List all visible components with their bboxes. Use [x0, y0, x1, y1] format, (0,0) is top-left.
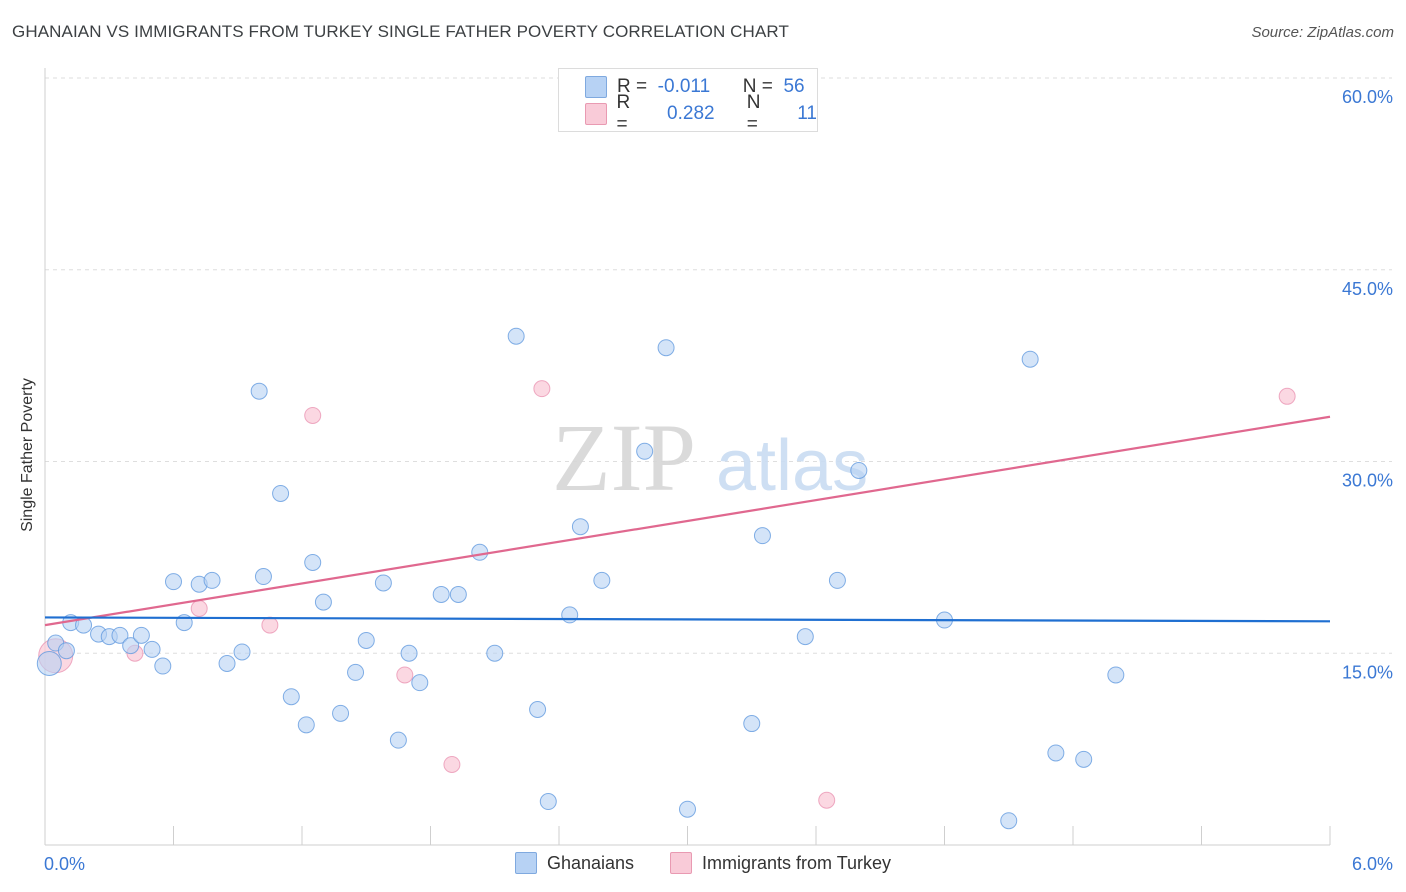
- legend-item-ghanaians[interactable]: Ghanaians: [514, 852, 635, 874]
- y-tick-label: 15.0%: [1342, 662, 1393, 682]
- source-label: Source: ZipAtlas.com: [1251, 24, 1394, 41]
- data-point-ghanaian: [1047, 744, 1065, 762]
- y-axis-label: Single Father Poverty: [19, 378, 36, 532]
- data-point-ghanaian: [636, 442, 654, 460]
- watermark-atlas: atlas: [716, 426, 868, 506]
- data-point-ghanaian: [471, 543, 489, 561]
- data-point-ghanaian: [254, 568, 272, 586]
- data-point-turkey: [443, 755, 461, 773]
- stats-row-turkey: R = 0.282 N = 11: [585, 92, 817, 135]
- stats-legend: R = -0.011 N = 56 R = 0.282 N = 11: [558, 68, 818, 135]
- data-point-ghanaian: [561, 606, 579, 624]
- data-point-ghanaian: [389, 731, 407, 749]
- data-point-ghanaian: [571, 518, 589, 536]
- data-point-ghanaian: [165, 573, 182, 591]
- data-point-ghanaian: [347, 663, 365, 681]
- stats-row-ghanaians: R = -0.011 N = 56: [585, 74, 805, 100]
- data-point-ghanaian: [132, 626, 150, 644]
- bottom-legend: Ghanaians Immigrants from Turkey: [0, 852, 1406, 874]
- swatch-pink: [585, 103, 607, 125]
- trend-lines: [44, 415, 1331, 627]
- watermark: ZIP atlas: [552, 404, 868, 511]
- data-point-ghanaian: [679, 800, 696, 818]
- legend-label-ghanaians: Ghanaians: [546, 852, 635, 873]
- data-point-ghanaian: [111, 626, 129, 644]
- data-point-ghanaian: [1107, 666, 1125, 684]
- legend-label-turkey: Immigrants from Turkey: [702, 852, 892, 873]
- data-point-turkey: [304, 406, 322, 424]
- data-point-turkey: [533, 380, 551, 398]
- y-tick-label: 45.0%: [1342, 279, 1393, 299]
- n-value: 56: [783, 76, 805, 97]
- legend-swatch-pink: [670, 852, 693, 874]
- data-point-ghanaian: [1000, 812, 1018, 830]
- data-point-ghanaian: [250, 382, 268, 400]
- legend-swatch-blue: [514, 852, 537, 874]
- data-point-ghanaian: [122, 637, 140, 655]
- trend-line-ghanaians: [44, 616, 1331, 623]
- data-point-ghanaian: [850, 461, 868, 479]
- data-point-turkey: [1278, 387, 1296, 405]
- data-point-ghanaian: [796, 628, 814, 646]
- data-point-ghanaian: [432, 585, 450, 603]
- data-point-ghanaian: [143, 640, 161, 658]
- data-point-ghanaian: [411, 674, 429, 692]
- y-tick-labels: 15.0% 30.0% 45.0% 60.0%: [1342, 87, 1393, 682]
- n-label: N =: [742, 76, 773, 97]
- data-point-ghanaian: [57, 642, 75, 660]
- data-point-ghanaian: [593, 571, 611, 589]
- data-point-ghanaian: [449, 585, 467, 603]
- data-point-ghanaian: [304, 553, 322, 571]
- data-point-ghanaian: [374, 574, 392, 592]
- data-point-turkey: [190, 600, 208, 618]
- data-point-ghanaian: [218, 654, 236, 672]
- n-value: 11: [797, 103, 817, 124]
- data-point-ghanaian: [332, 704, 350, 722]
- x-tick-label-min: 0.0%: [44, 854, 85, 874]
- x-tick-label-max: 6.0%: [1352, 854, 1393, 874]
- legend-item-turkey[interactable]: Immigrants from Turkey: [670, 852, 891, 874]
- series-ghanaians: [36, 327, 1125, 830]
- data-point-ghanaian: [828, 571, 846, 589]
- data-point-ghanaian: [657, 339, 675, 357]
- data-point-ghanaian: [297, 716, 315, 734]
- data-point-ghanaian: [154, 657, 172, 675]
- data-point-ghanaian: [486, 644, 504, 662]
- data-point-ghanaian: [529, 700, 547, 718]
- grid-lines: [45, 77, 1392, 654]
- y-tick-label: 30.0%: [1342, 471, 1393, 491]
- r-value: 0.282: [667, 103, 715, 124]
- data-point-ghanaian: [36, 650, 62, 676]
- r-value: -0.011: [657, 76, 711, 97]
- r-label: R =: [617, 76, 648, 97]
- r-label: R =: [616, 92, 631, 135]
- data-point-turkey: [818, 791, 836, 809]
- axes: [44, 68, 1331, 846]
- y-tick-label: 60.0%: [1342, 87, 1393, 107]
- x-tick-labels: 0.0% 6.0%: [44, 854, 1393, 874]
- data-point-ghanaian: [282, 688, 300, 706]
- data-point-ghanaian: [272, 484, 290, 502]
- data-point-ghanaian: [1075, 750, 1093, 768]
- data-point-ghanaian: [743, 715, 761, 733]
- data-point-turkey: [396, 666, 414, 684]
- chart-title: GHANAIAN VS IMMIGRANTS FROM TURKEY SINGL…: [12, 22, 789, 41]
- data-point-ghanaian: [507, 327, 525, 345]
- data-point-ghanaian: [400, 644, 418, 662]
- n-label: N =: [746, 92, 761, 135]
- data-point-ghanaian: [1021, 350, 1039, 368]
- trend-line-turkey: [44, 415, 1331, 627]
- data-point-ghanaian: [357, 631, 375, 649]
- watermark-zip: ZIP: [552, 404, 696, 511]
- data-point-ghanaian: [314, 593, 332, 611]
- data-point-ghanaian: [539, 793, 557, 811]
- data-point-ghanaian: [203, 571, 221, 589]
- data-point-ghanaian: [753, 527, 771, 545]
- swatch-blue: [585, 76, 607, 98]
- data-point-turkey: [261, 616, 279, 634]
- data-point-ghanaian: [233, 643, 251, 661]
